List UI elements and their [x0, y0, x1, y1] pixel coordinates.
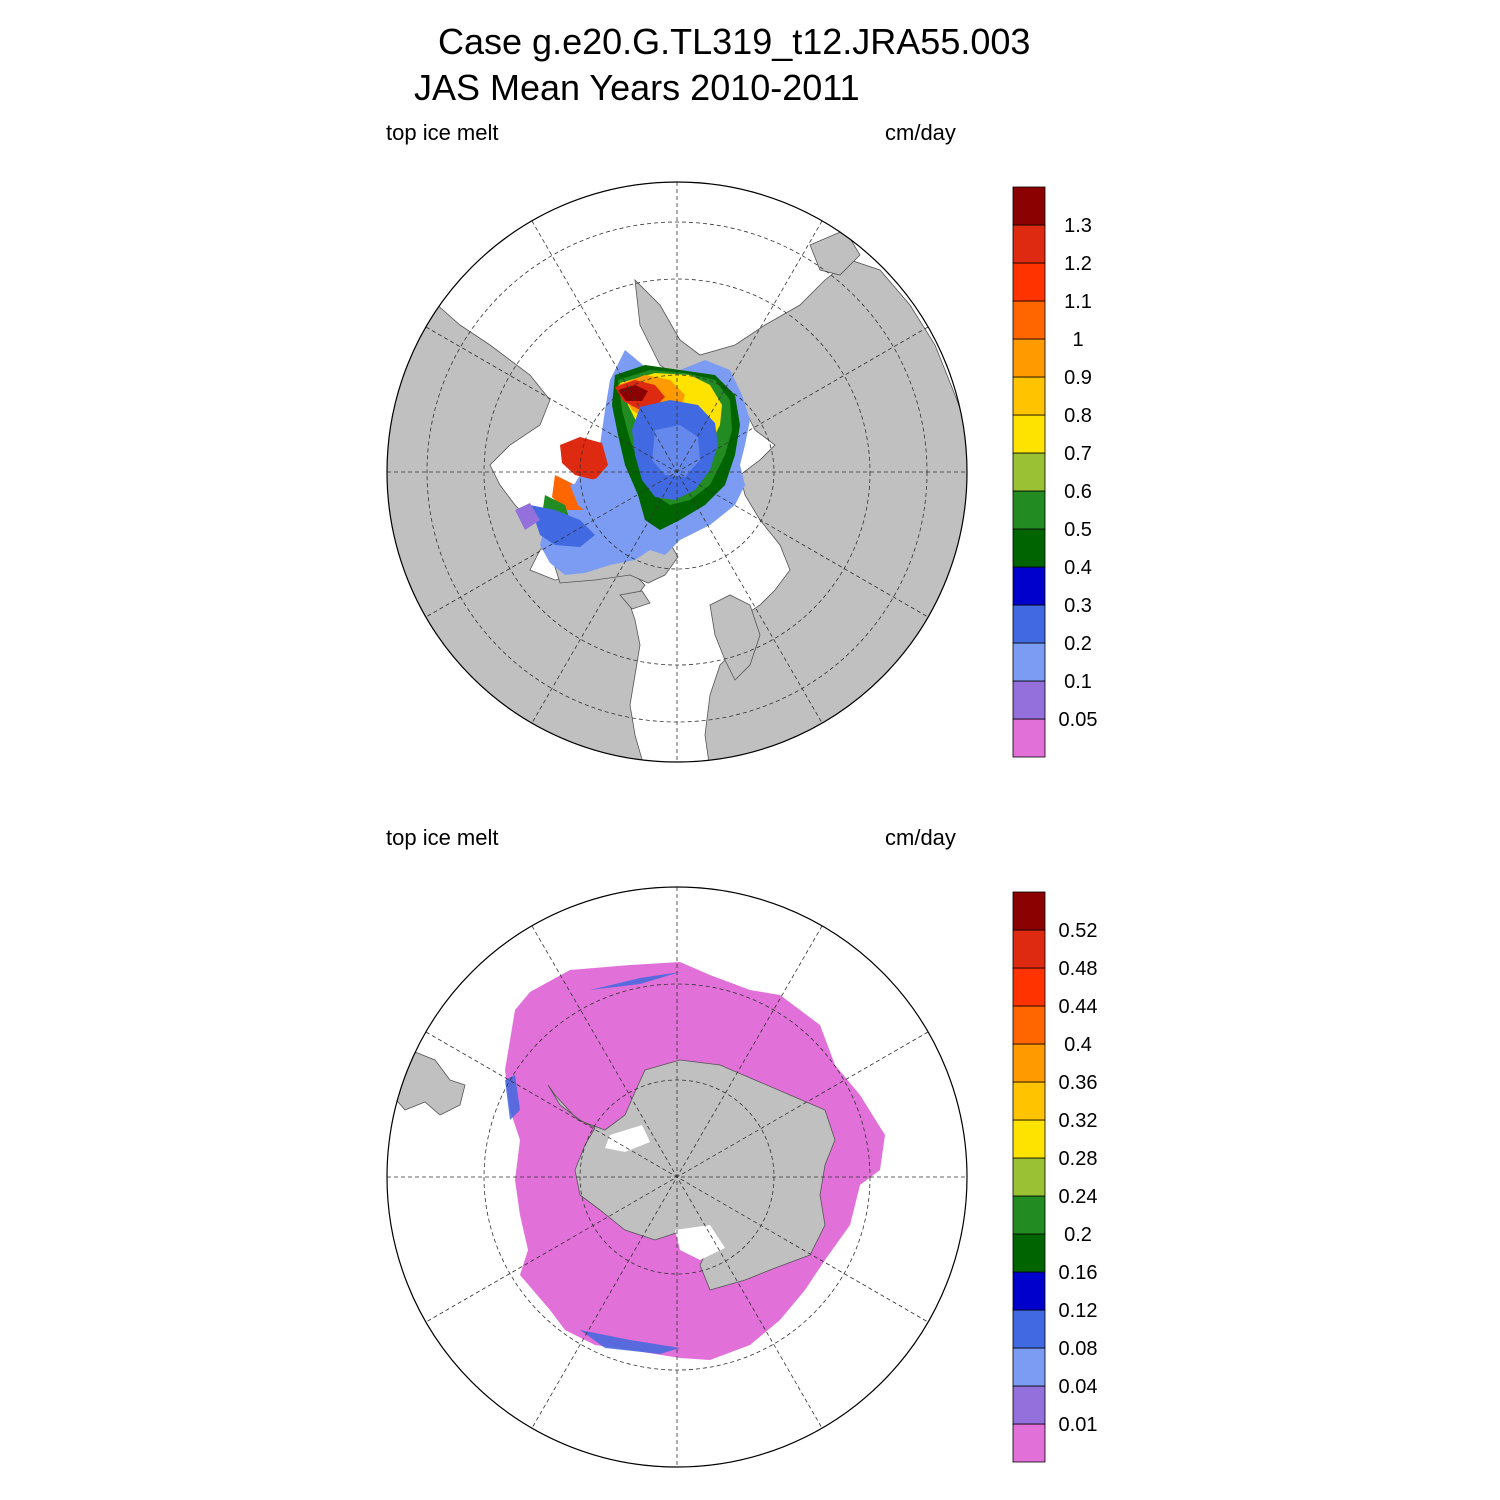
antarctic-colorbar-bin-5	[1012, 1233, 1046, 1273]
antarctic-colorbar-label-6: 0.24	[1059, 1186, 1098, 1208]
antarctic-colorbar-bin-1	[1012, 1385, 1046, 1425]
antarctic-colorbar-label-8: 0.32	[1059, 1110, 1098, 1132]
arctic-map	[386, 181, 968, 763]
arctic-colorbar: 0.05 0.1 0.2 0.3 0.4 0.5 0.6 0.7 0.8 0.9 1 1.1 1.2 1.…	[1012, 186, 1098, 758]
antarctic-colorbar-label-5: 0.2	[1064, 1224, 1092, 1246]
antarctic-colorbar-label-2: 0.08	[1059, 1338, 1098, 1360]
arctic-ice-melt-field	[515, 350, 750, 575]
arctic-colorbar-bin-2	[1012, 642, 1046, 682]
arctic-colorbar-label-9: 0.9	[1064, 367, 1092, 389]
arctic-graticule	[387, 182, 967, 762]
antarctic-colorbar-label-12: 0.48	[1059, 958, 1098, 980]
antarctic-colorbar-label-10: 0.4	[1064, 1034, 1092, 1056]
antarctic-colorbar-label-3: 0.12	[1059, 1300, 1098, 1322]
antarctic-ice-edge	[505, 972, 680, 1354]
north-variable-label: top ice melt	[386, 120, 499, 145]
arctic-colorbar-label-1: 0.1	[1064, 671, 1092, 693]
antarctic-colorbar-label-0: 0.01	[1059, 1414, 1098, 1436]
antarctic-colorbar-bin-9	[1012, 1081, 1046, 1121]
arctic-colorbar-bin-11	[1012, 300, 1046, 340]
arctic-colorbar-bin-1	[1012, 680, 1046, 720]
arctic-colorbar-label-0: 0.05	[1059, 709, 1098, 731]
arctic-colorbar-label-6: 0.6	[1064, 481, 1092, 503]
antarctic-colorbar-bin-14	[1012, 891, 1046, 931]
antarctic-map	[386, 886, 968, 1468]
arctic-colorbar-bin-6	[1012, 490, 1046, 530]
figure-title-line2: JAS Mean Years 2010-2011	[414, 67, 860, 108]
antarctic-colorbar-bin-8	[1012, 1119, 1046, 1159]
antarctic-colorbar-label-4: 0.16	[1059, 1262, 1098, 1284]
arctic-colorbar-bin-10	[1012, 338, 1046, 378]
arctic-colorbar-label-10: 1	[1072, 329, 1083, 351]
antarctic-colorbar-bin-6	[1012, 1195, 1046, 1235]
antarctic-colorbar-label-1: 0.04	[1059, 1376, 1098, 1398]
antarctic-colorbar-bin-7	[1012, 1157, 1046, 1197]
arctic-colorbar-bin-13	[1012, 224, 1046, 264]
arctic-colorbar-label-7: 0.7	[1064, 443, 1092, 465]
arctic-map-border	[386, 181, 968, 763]
arctic-colorbar-bin-0	[1012, 718, 1046, 758]
arctic-colorbar-bin-14	[1012, 186, 1046, 226]
antarctic-map-border	[386, 886, 968, 1468]
antarctic-colorbar-label-7: 0.28	[1059, 1148, 1098, 1170]
arctic-colorbar-bin-5	[1012, 528, 1046, 568]
arctic-colorbar-label-8: 0.8	[1064, 405, 1092, 427]
arctic-colorbar-label-4: 0.4	[1064, 557, 1092, 579]
antarctic-colorbar: 0.01 0.04 0.08 0.12 0.16 0.2 0.24 0.28 0.32 0.36 0…	[1012, 891, 1098, 1463]
arctic-colorbar-label-12: 1.2	[1064, 253, 1092, 275]
arctic-colorbar-label-2: 0.2	[1064, 633, 1092, 655]
arctic-colorbar-bin-4	[1012, 566, 1046, 606]
antarctic-colorbar-bin-4	[1012, 1271, 1046, 1311]
antarctic-colorbar-label-13: 0.52	[1059, 920, 1098, 942]
antarctic-colorbar-bin-10	[1012, 1043, 1046, 1083]
arctic-colorbar-bin-8	[1012, 414, 1046, 454]
antarctic-colorbar-bin-12	[1012, 967, 1046, 1007]
antarctic-colorbar-label-9: 0.36	[1059, 1072, 1098, 1094]
arctic-colorbar-label-13: 1.3	[1064, 215, 1092, 237]
arctic-colorbar-label-5: 0.5	[1064, 519, 1092, 541]
figure-title-line1: Case g.e20.G.TL319_t12.JRA55.003	[438, 21, 1031, 62]
arctic-colorbar-bin-7	[1012, 452, 1046, 492]
south-variable-label: top ice melt	[386, 825, 499, 850]
north-units-label: cm/day	[885, 120, 956, 145]
antarctic-colorbar-bin-13	[1012, 929, 1046, 969]
south-units-label: cm/day	[885, 825, 956, 850]
arctic-colorbar-bin-9	[1012, 376, 1046, 416]
arctic-colorbar-bin-3	[1012, 604, 1046, 644]
antarctic-colorbar-bin-2	[1012, 1347, 1046, 1387]
arctic-colorbar-label-3: 0.3	[1064, 595, 1092, 617]
antarctic-colorbar-label-11: 0.44	[1059, 996, 1098, 1018]
antarctic-colorbar-bin-11	[1012, 1005, 1046, 1045]
antarctic-colorbar-bin-3	[1012, 1309, 1046, 1349]
antarctic-graticule	[387, 887, 967, 1467]
arctic-colorbar-bin-12	[1012, 262, 1046, 302]
arctic-colorbar-label-11: 1.1	[1064, 291, 1092, 313]
antarctic-colorbar-bin-0	[1012, 1423, 1046, 1463]
